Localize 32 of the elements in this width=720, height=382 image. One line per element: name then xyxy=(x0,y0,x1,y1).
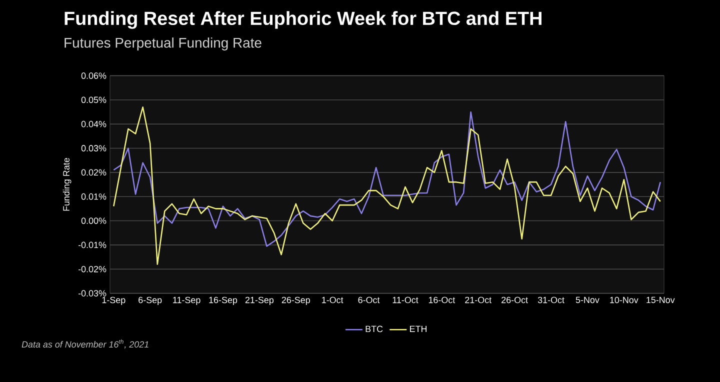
x-tick-label: 10-Nov xyxy=(610,296,638,304)
y-tick-label: -0.03% xyxy=(78,290,106,296)
y-tick-label: 0.05% xyxy=(81,96,106,104)
chart-subtitle: Futures Perpetual Funding Rate xyxy=(64,37,262,50)
legend-label: BTC xyxy=(366,326,383,332)
y-tick-label: 0.02% xyxy=(81,169,106,176)
x-tick-label: 26-Sep xyxy=(282,296,310,305)
x-tick-label: 26-Oct xyxy=(502,296,528,304)
x-tick-label: 6-Sep xyxy=(138,296,162,305)
y-tick-label: 0.00% xyxy=(81,218,106,224)
y-tick-label: 0.06% xyxy=(81,72,106,79)
y-tick-label: 0.04% xyxy=(81,120,106,128)
x-tick-label: 21-Oct xyxy=(465,296,492,304)
y-tick-label: 0.01% xyxy=(81,193,106,200)
x-tick-label: 1-Oct xyxy=(322,296,344,304)
y-tick-label: -0.01% xyxy=(78,242,106,248)
y-tick-label: -0.02% xyxy=(78,266,106,272)
x-tick-label: 21-Sep xyxy=(245,296,274,305)
text: Data as of November 16$^{th}$, 2021 xyxy=(22,339,148,349)
x-tick-label: 11-Oct xyxy=(392,296,418,304)
y-tick-label: 0.03% xyxy=(81,145,106,152)
x-tick-label: 16-Oct xyxy=(428,296,456,304)
legend-label: ETH xyxy=(410,326,427,332)
x-tick-label: 11-Sep xyxy=(173,296,200,305)
x-tick-label: 15-Nov xyxy=(646,296,675,304)
x-tick-label: 16-Sep xyxy=(209,296,238,305)
x-tick-label: 5-Nov xyxy=(576,296,600,304)
chart-title: Funding Reset After Euphoric Week for BTC and ETH xyxy=(64,11,542,29)
x-tick-label: 31-Oct xyxy=(538,296,564,304)
x-tick-label: 1-Sep xyxy=(102,296,126,305)
x-tick-label: 6-Oct xyxy=(358,296,380,304)
y-axis-title: Funding Rate xyxy=(62,158,72,211)
